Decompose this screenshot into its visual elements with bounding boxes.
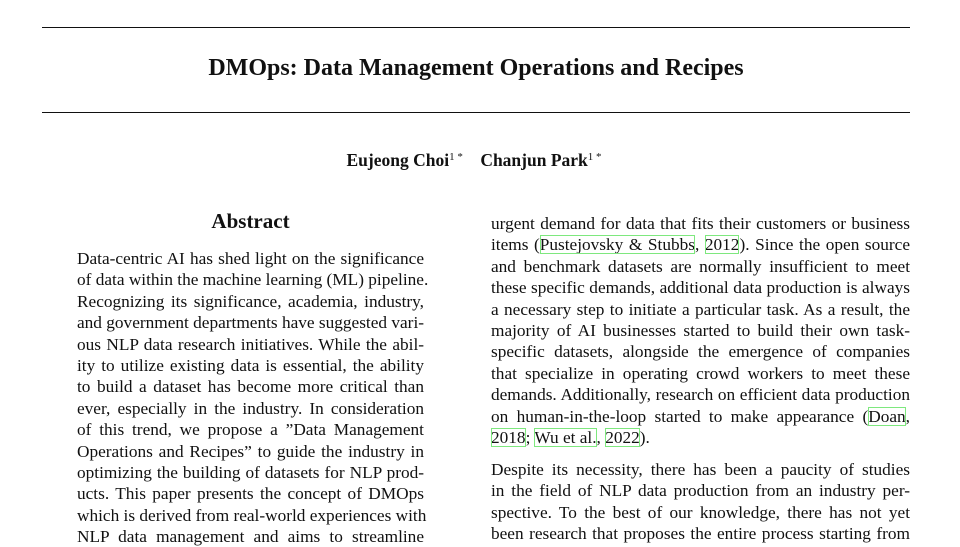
text-segment: , [694,235,705,255]
citation-link[interactable]: 2022 [605,427,640,447]
citation-link[interactable]: 2018 [491,427,526,447]
text-segment: to build a dataset has become more criti… [77,377,424,397]
text-segment: items ( [491,235,540,255]
text-line: 2018; Wu et al., 2022). [491,427,910,448]
text-line: ever, especially in the industry. In con… [77,398,424,419]
citation-link[interactable]: Pustejovsky & Stubbs [539,235,695,255]
text-segment: which is derived from real-world experie… [77,505,427,525]
text-segment: Despite its necessity, there has been a … [491,459,910,479]
text-line: Data-centric AI has shed light on the si… [77,248,424,269]
text-line: Despite its necessity, there has been a … [491,459,910,480]
text-line: ous NLP data research initiatives. While… [77,334,424,355]
text-line: of data within the machine learning (ML)… [77,269,428,290]
citation-link[interactable]: Wu et al. [534,427,597,447]
text-line: ity to utilize existing data is essentia… [77,355,424,376]
text-segment: a necessary step to initiate a particula… [491,299,910,319]
author-affiliation: 1 * [587,151,602,163]
text-line: optimizing the building of datasets for … [77,462,424,483]
text-segment: these specific demands, additional data … [491,278,910,298]
text-segment: urgent demand for data that fits their c… [491,214,910,233]
text-line: ucts. This paper presents the concept of… [77,483,424,504]
text-segment: optimizing the building of datasets for … [77,462,424,482]
text-segment: of this trend, we propose a ”Data Manage… [77,420,424,440]
text-segment: Recognizing its significance, academia, … [77,291,424,311]
paper-title: DMOps: Data Management Operations and Re… [208,55,744,81]
title-bottom-rule [42,112,910,113]
text-line: on human-in-the-loop started to make app… [491,406,910,427]
text-line: urgent demand for data that fits their c… [491,213,910,234]
text-segment: ; [525,427,535,447]
author-list: Eujeong Choi1 * Chanjun Park1 * [0,150,948,171]
text-segment: ous NLP data research initiatives. While… [77,334,424,354]
text-line: spective. To the best of our knowledge, … [491,502,910,523]
citation-link[interactable]: Doan [868,406,906,426]
text-segment: , [596,427,606,447]
text-line: to build a dataset has become more criti… [77,376,424,397]
abstract-heading: Abstract [211,209,290,233]
text-segment: and benchmark datasets are normally insu… [491,256,910,276]
paragraph: Data-centric AI has shed light on the si… [77,248,428,547]
citation-link[interactable]: 2012 [704,235,740,255]
text-line: in the field of NLP data production from… [491,480,910,501]
text-line: Recognizing its significance, academia, … [77,291,424,312]
top-rule [42,27,910,28]
text-segment: ever, especially in the industry. In con… [77,398,424,418]
text-line: these specific demands, additional data … [491,277,910,298]
text-segment: demands. Additionally, research on effic… [491,385,910,405]
text-segment: of data within the machine learning (ML)… [77,270,429,290]
text-line: been research that proposes the entire p… [491,523,910,544]
text-segment: that specialize in operating crowd worke… [491,363,910,383]
text-line: demands. Additionally, research on effic… [491,384,910,405]
text-line: that specialize in operating crowd worke… [491,363,910,384]
text-segment: ucts. This paper presents the concept of… [77,484,424,504]
text-segment: been research that proposes the entire p… [491,523,910,543]
text-segment: ). Since the open source [739,235,911,255]
paragraph: urgent demand for data that fits their c… [491,213,910,448]
text-segment: on human-in-the-loop started to make app… [491,406,869,426]
author-name: Chanjun Park [480,150,588,170]
text-line: which is derived from real-world experie… [77,505,427,526]
text-line: of this trend, we propose a ”Data Manage… [77,419,424,440]
text-segment: specific datasets, alongside the emergen… [491,342,910,362]
text-line: and government departments have suggeste… [77,312,424,333]
author-affiliation: 1 * [449,151,463,163]
text-segment: ). [639,427,650,447]
text-line: Operations and Recipes” to guide the ind… [77,441,424,462]
text-segment: ity to utilize existing data is essentia… [77,355,424,375]
text-segment: and government departments have suggeste… [77,313,424,333]
text-segment: majority of AI businesses started to bui… [491,320,910,340]
abstract-column: Data-centric AI has shed light on the si… [77,248,428,547]
text-segment: , [905,406,910,426]
text-segment: Data-centric AI has shed light on the si… [77,249,424,268]
text-segment: in the field of NLP data production from… [491,481,910,501]
text-segment: spective. To the best of our knowledge, … [491,502,910,522]
text-line: and benchmark datasets are normally insu… [491,256,910,277]
author-name: Eujeong Choi [346,150,450,170]
text-segment: Operations and Recipes” to guide the ind… [77,441,424,461]
text-line: specific datasets, alongside the emergen… [491,341,910,362]
text-line: a necessary step to initiate a particula… [491,299,910,320]
right-text-column: urgent demand for data that fits their c… [491,213,910,544]
paragraph-gap [491,448,910,459]
text-line: majority of AI businesses started to bui… [491,320,910,341]
text-line: items (Pustejovsky & Stubbs, 2012). Sinc… [491,234,910,255]
paragraph: Despite its necessity, there has been a … [491,459,910,545]
